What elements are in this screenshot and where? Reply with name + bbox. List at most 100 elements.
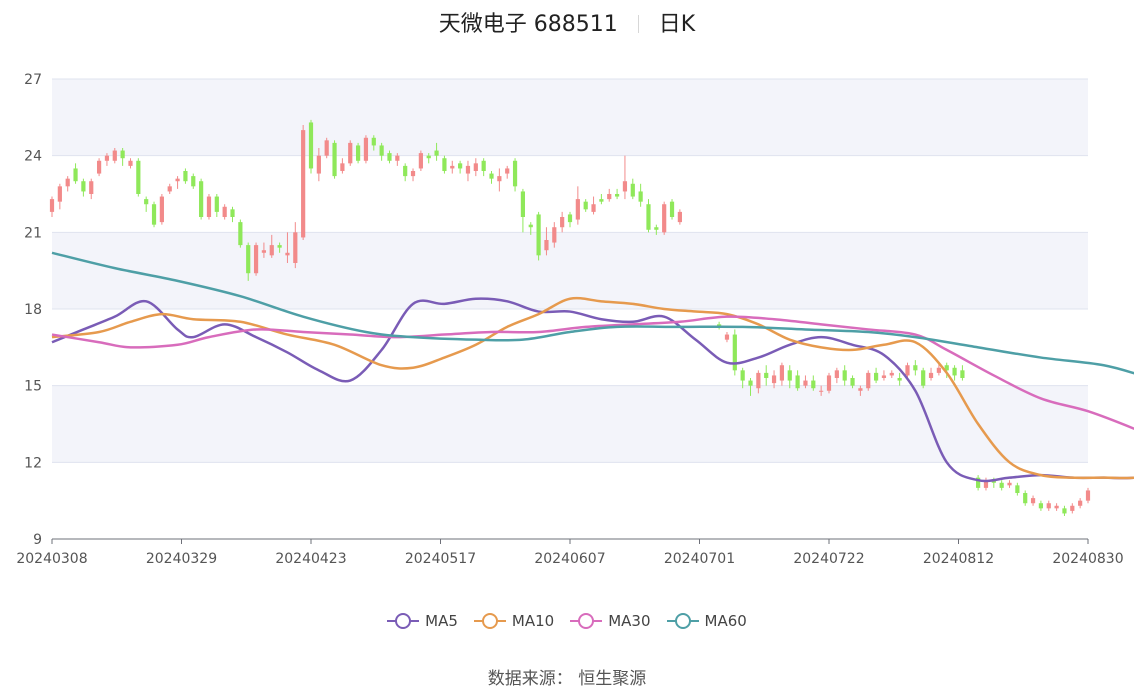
candle-body <box>944 365 949 371</box>
candle-body <box>638 191 643 202</box>
candle-body <box>371 137 376 146</box>
candle <box>976 475 981 491</box>
candle-body <box>285 252 290 256</box>
candle-body <box>1007 482 1012 486</box>
candle <box>269 234 274 258</box>
candle-body <box>442 158 447 171</box>
candle <box>120 148 125 166</box>
candle-body <box>654 227 659 230</box>
candle <box>222 204 227 220</box>
x-tick-label: 20240812 <box>923 551 994 567</box>
x-tick-label: 20240517 <box>405 551 476 567</box>
candle <box>1007 480 1012 488</box>
candle <box>112 148 117 164</box>
legend-label: MA5 <box>425 612 458 630</box>
candle <box>960 365 965 381</box>
candle <box>662 201 667 235</box>
candle-body <box>873 372 879 381</box>
candle-body <box>669 201 675 217</box>
candle <box>175 176 180 189</box>
candle <box>379 142 384 161</box>
candle-body <box>740 370 745 381</box>
candle <box>779 362 785 386</box>
candle-body <box>583 201 588 210</box>
candle <box>316 148 321 182</box>
legend-item-ma30[interactable]: MA30 <box>570 612 651 630</box>
candle-body <box>630 183 635 197</box>
candle <box>426 153 431 164</box>
candle-body <box>787 370 792 381</box>
candle <box>575 186 580 225</box>
candle <box>1046 500 1051 511</box>
candle-body <box>1046 503 1051 509</box>
candle <box>858 385 863 396</box>
legend-item-ma10[interactable]: MA10 <box>473 612 554 630</box>
candle <box>348 140 353 166</box>
candle-body <box>764 372 769 378</box>
line-ma60 <box>51 251 1134 375</box>
candle <box>819 385 824 396</box>
candle <box>795 370 800 391</box>
candle <box>214 194 219 217</box>
candle-body <box>1085 490 1091 501</box>
candle-body <box>567 214 573 223</box>
grid-band <box>52 385 1088 463</box>
candle <box>764 365 769 386</box>
candle-body <box>410 171 416 177</box>
candle <box>1038 500 1044 511</box>
candle <box>387 150 392 164</box>
candle-body <box>261 250 267 253</box>
candle <box>512 158 518 192</box>
candle-body <box>159 196 164 223</box>
candle-body <box>897 378 902 381</box>
candle <box>497 168 502 192</box>
candle <box>89 178 94 200</box>
background-bands <box>52 79 1088 539</box>
candle <box>787 365 792 389</box>
candle <box>49 196 55 217</box>
candle-body <box>842 370 847 381</box>
candle <box>434 142 439 161</box>
legend-marker <box>666 613 699 629</box>
candle <box>622 155 628 200</box>
candle <box>756 370 761 394</box>
candle <box>505 165 510 179</box>
candle <box>293 222 298 269</box>
candle <box>450 160 455 174</box>
candle-body <box>458 163 463 169</box>
candle-body <box>355 145 361 161</box>
candle-body <box>253 245 259 274</box>
candle-body <box>614 194 620 197</box>
candle-body <box>520 191 526 217</box>
candle-body <box>293 232 298 263</box>
candle-body <box>316 155 321 174</box>
candle <box>144 196 149 212</box>
candle <box>913 360 918 376</box>
candle <box>167 183 172 194</box>
x-tick-label: 20240722 <box>793 551 864 567</box>
candle-body <box>136 160 141 194</box>
candle <box>285 232 290 263</box>
candle <box>308 119 314 174</box>
legend-item-ma60[interactable]: MA60 <box>666 612 747 630</box>
legend-item-ma5[interactable]: MA5 <box>387 612 458 630</box>
candle <box>65 176 70 192</box>
candle-body <box>1023 493 1028 504</box>
candle-body <box>858 388 863 391</box>
x-tick-label: 20240423 <box>275 551 346 567</box>
candle <box>740 367 745 389</box>
candle <box>528 222 533 235</box>
candle-body <box>748 380 753 386</box>
y-tick-label: 9 <box>33 532 42 548</box>
candle-body <box>81 181 86 192</box>
candle-body <box>826 375 832 391</box>
candle-body <box>866 372 871 389</box>
candle <box>599 194 604 205</box>
candle-body <box>512 160 518 187</box>
candle-body <box>1038 503 1044 509</box>
y-tick-label: 27 <box>24 72 42 88</box>
candle <box>1070 503 1075 514</box>
candle <box>520 188 526 233</box>
candle <box>253 242 259 276</box>
